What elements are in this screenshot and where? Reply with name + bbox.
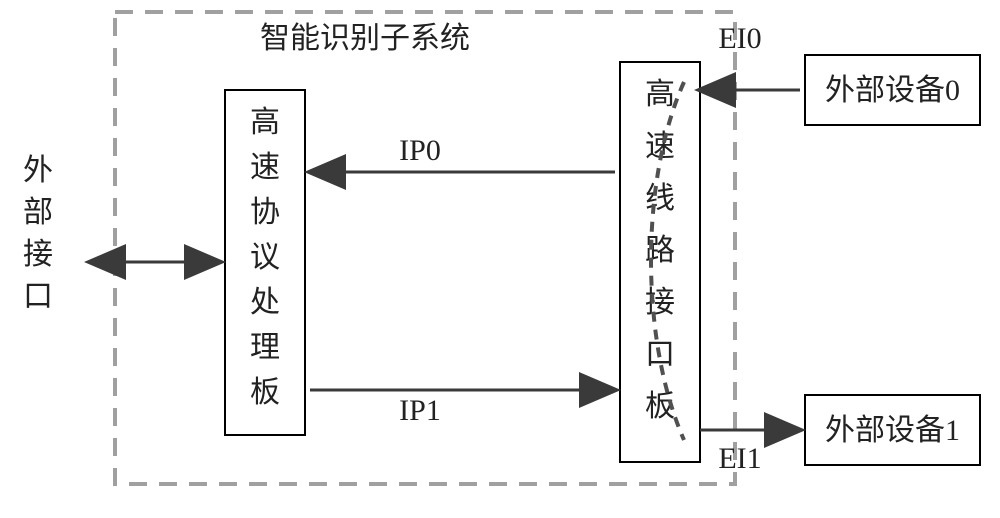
svg-text:线: 线 bbox=[645, 182, 675, 215]
svg-text:协: 协 bbox=[250, 196, 280, 229]
external-interface-label: 外部接口 bbox=[23, 154, 53, 313]
svg-text:接: 接 bbox=[23, 238, 53, 271]
svg-text:接: 接 bbox=[645, 286, 675, 319]
edge-ei0-label: EI0 bbox=[718, 22, 761, 55]
edge-ei1-label: EI1 bbox=[718, 442, 761, 475]
svg-text:口: 口 bbox=[23, 280, 53, 313]
svg-text:高: 高 bbox=[645, 78, 675, 111]
svg-text:板: 板 bbox=[250, 376, 280, 409]
subsystem-title: 智能识别子系统 bbox=[260, 22, 470, 55]
protocol-board-label: 高速协议处理板 bbox=[250, 106, 280, 409]
edge-ip1-label: IP1 bbox=[399, 394, 441, 427]
svg-text:速: 速 bbox=[250, 151, 280, 184]
svg-text:外: 外 bbox=[23, 154, 53, 187]
svg-text:理: 理 bbox=[250, 331, 280, 364]
edge-ip0-label: IP0 bbox=[399, 134, 441, 167]
svg-text:高: 高 bbox=[250, 106, 280, 139]
svg-text:议: 议 bbox=[250, 241, 280, 274]
svg-text:处: 处 bbox=[250, 286, 280, 319]
external-device-0-label: 外部设备0 bbox=[825, 74, 960, 107]
svg-text:部: 部 bbox=[23, 196, 53, 229]
external-device-1-label: 外部设备1 bbox=[825, 414, 960, 447]
